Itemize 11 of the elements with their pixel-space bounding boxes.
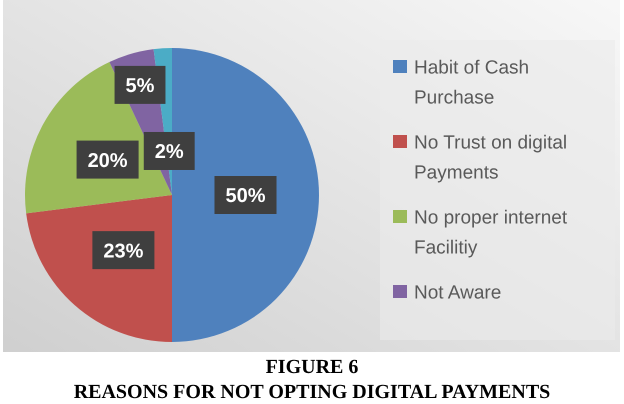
data-label: 20% (88, 150, 128, 172)
text: REASONS FOR NOT OPTING DIGITAL PAYMENTS (74, 381, 550, 403)
legend-label: No proper internet Facilitiy (414, 208, 568, 259)
text: FIGURE 6 (266, 356, 358, 378)
legend-label: Habit of Cash Purchase (414, 58, 530, 109)
data-label: 50% (225, 185, 266, 208)
legend-label: No Trust on digital Payments (414, 132, 568, 184)
data-label: 23% (103, 240, 144, 262)
legend-label: Not Aware (414, 282, 502, 304)
data-label: 5% (126, 75, 155, 98)
data-label: 2% (154, 141, 184, 164)
